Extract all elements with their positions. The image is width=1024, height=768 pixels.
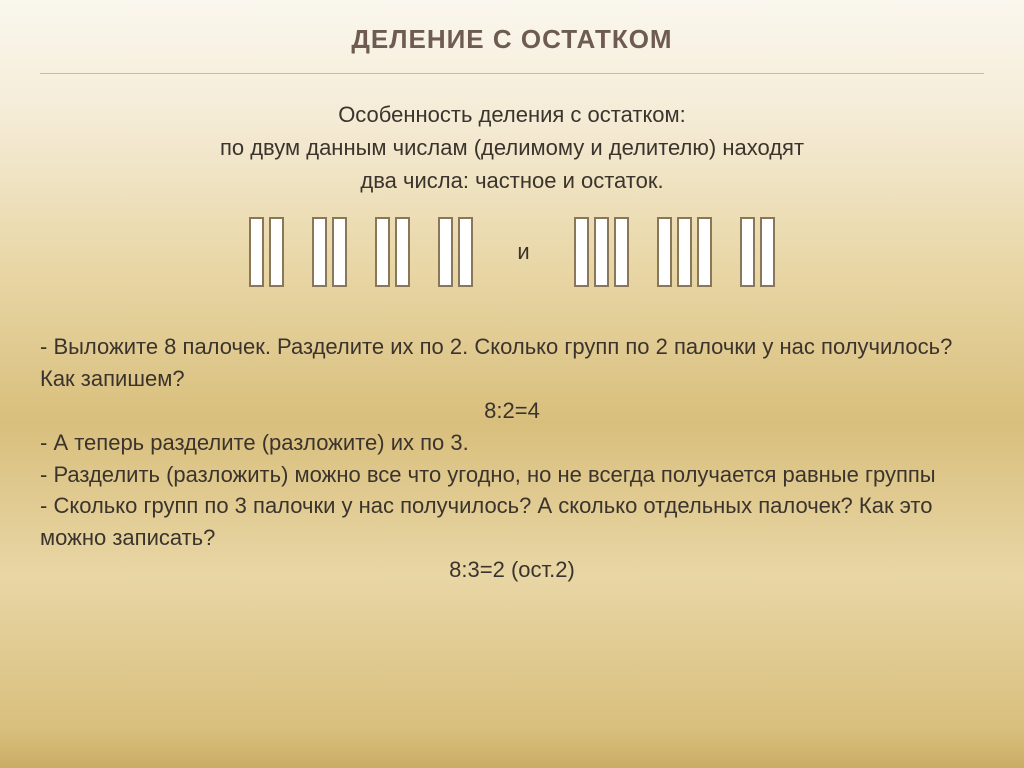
- slide-title: ДЕЛЕНИЕ С ОСТАТКОМ: [40, 24, 984, 55]
- stick-group: [249, 217, 284, 287]
- stick-group: [312, 217, 347, 287]
- line: - Сколько групп по 3 палочки у нас получ…: [40, 490, 984, 554]
- stick: [458, 217, 473, 287]
- stick: [677, 217, 692, 287]
- line: - Выложите 8 палочек. Разделите их по 2.…: [40, 331, 984, 395]
- stick: [438, 217, 453, 287]
- sticks-separator: и: [517, 239, 529, 265]
- stick: [249, 217, 264, 287]
- stick-group: [375, 217, 410, 287]
- stick-group: [740, 217, 775, 287]
- stick: [740, 217, 755, 287]
- stick: [657, 217, 672, 287]
- subtitle-line: по двум данным числам (делимому и делите…: [40, 131, 984, 164]
- stick-groups-left: [249, 217, 473, 287]
- title-rule: [40, 73, 984, 74]
- stick-group: [574, 217, 629, 287]
- stick: [614, 217, 629, 287]
- stick: [594, 217, 609, 287]
- stick: [332, 217, 347, 287]
- line: - А теперь разделите (разложите) их по 3…: [40, 427, 984, 459]
- body-text: - Выложите 8 палочек. Разделите их по 2.…: [40, 331, 984, 586]
- stick: [312, 217, 327, 287]
- stick: [697, 217, 712, 287]
- stick-group: [438, 217, 473, 287]
- line: - Разделить (разложить) можно все что уг…: [40, 459, 984, 491]
- stick: [760, 217, 775, 287]
- subtitle-block: Особенность деления с остатком: по двум …: [40, 98, 984, 197]
- stick-group: [657, 217, 712, 287]
- stick: [269, 217, 284, 287]
- stick: [375, 217, 390, 287]
- stick: [574, 217, 589, 287]
- subtitle-line: два числа: частное и остаток.: [40, 164, 984, 197]
- stick: [395, 217, 410, 287]
- subtitle-line: Особенность деления с остатком:: [40, 98, 984, 131]
- equation: 8:2=4: [40, 395, 984, 427]
- sticks-diagram: и: [40, 217, 984, 287]
- stick-groups-right: [574, 217, 775, 287]
- equation: 8:3=2 (ост.2): [40, 554, 984, 586]
